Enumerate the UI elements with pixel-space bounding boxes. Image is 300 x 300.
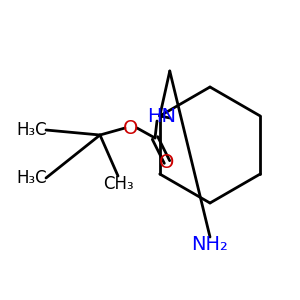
Text: H₃C: H₃C [17,121,47,139]
Text: HN: HN [148,106,176,125]
Text: O: O [123,118,139,137]
Text: CH₃: CH₃ [103,175,133,193]
Text: H₃C: H₃C [17,169,47,187]
Text: O: O [159,152,175,172]
Text: NH₂: NH₂ [192,236,228,254]
